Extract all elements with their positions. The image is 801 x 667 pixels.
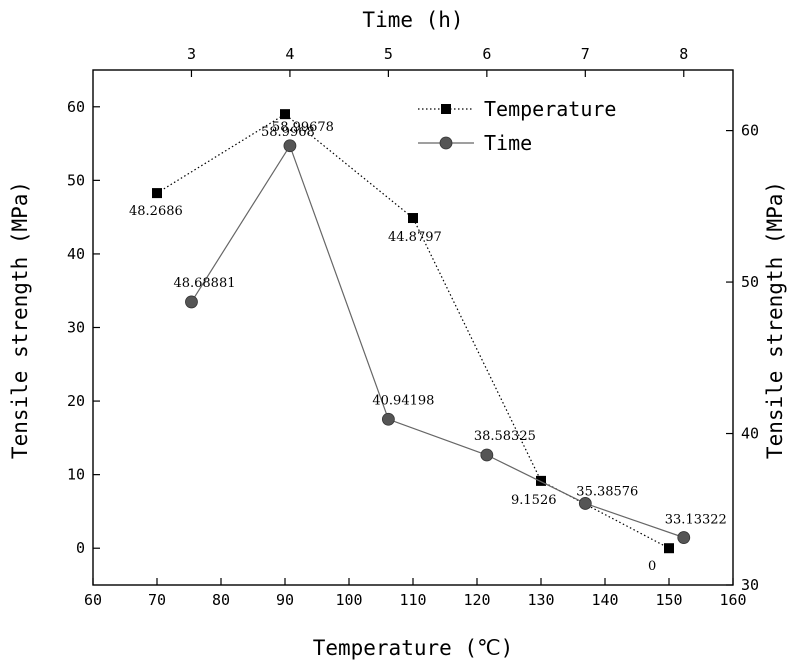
temperature-point-marker	[280, 109, 290, 119]
bottom-tick-label: 140	[591, 591, 618, 609]
legend-label-time: Time	[484, 131, 532, 155]
tick-layer: 6070809010011012013014015016034567801020…	[67, 45, 759, 609]
temperature-data-label: 0	[648, 559, 656, 574]
chart: 6070809010011012013014015016034567801020…	[0, 0, 801, 667]
bottom-tick-label: 120	[463, 591, 490, 609]
temperature-data-label: 48.2686	[129, 204, 183, 219]
legend: Temperature Time	[418, 97, 616, 155]
bottom-tick-label: 60	[84, 591, 102, 609]
left-tick-label: 20	[67, 392, 85, 410]
left-tick-label: 60	[67, 98, 85, 116]
legend-circle-icon	[440, 137, 452, 149]
time-data-label: 35.38576	[576, 484, 638, 499]
bottom-tick-label: 90	[276, 591, 294, 609]
top-tick-label: 3	[187, 45, 196, 63]
right-tick-label: 30	[741, 576, 759, 594]
axes-layer	[93, 70, 733, 585]
time-point-marker	[481, 449, 493, 461]
series-line-temperature	[157, 114, 669, 548]
data-label-layer: 48.268658.996844.87979.1526048.6888158.9…	[129, 120, 727, 574]
legend-square-icon	[441, 104, 451, 114]
temperature-point-marker	[536, 476, 546, 486]
right-axis-title: Tensile strength (MPa)	[763, 181, 787, 459]
bottom-tick-label: 110	[399, 591, 426, 609]
left-tick-label: 0	[76, 539, 85, 557]
series-line-time	[192, 146, 684, 538]
left-axis-title: Tensile strength (MPa)	[8, 181, 32, 459]
legend-label-temperature: Temperature	[484, 97, 616, 121]
temperature-data-label: 9.1526	[511, 493, 557, 508]
left-tick-label: 30	[67, 319, 85, 337]
top-tick-label: 4	[285, 45, 294, 63]
time-point-marker	[678, 532, 690, 544]
left-tick-label: 50	[67, 171, 85, 189]
time-data-label: 40.94198	[372, 393, 434, 408]
temperature-point-marker	[408, 213, 418, 223]
left-tick-label: 10	[67, 466, 85, 484]
bottom-tick-label: 80	[212, 591, 230, 609]
bottom-axis-title: Temperature (℃)	[313, 636, 514, 660]
top-tick-label: 7	[581, 45, 590, 63]
top-tick-label: 5	[384, 45, 393, 63]
temperature-point-marker	[152, 188, 162, 198]
right-tick-label: 40	[741, 425, 759, 443]
time-point-marker	[382, 413, 394, 425]
top-tick-label: 8	[679, 45, 688, 63]
bottom-tick-label: 150	[655, 591, 682, 609]
time-data-label: 38.58325	[474, 429, 536, 444]
time-point-marker	[284, 140, 296, 152]
time-data-label: 48.68881	[173, 276, 235, 291]
bottom-tick-label: 100	[335, 591, 362, 609]
temperature-data-label: 44.8797	[388, 230, 442, 245]
top-tick-label: 6	[482, 45, 491, 63]
time-data-label: 58.99678	[272, 120, 334, 135]
right-tick-label: 50	[741, 273, 759, 291]
time-data-label: 33.13322	[665, 513, 727, 528]
bottom-tick-label: 70	[148, 591, 166, 609]
left-tick-label: 40	[67, 245, 85, 263]
bottom-tick-label: 130	[527, 591, 554, 609]
temperature-point-marker	[664, 543, 674, 553]
plot-frame	[93, 70, 733, 585]
right-tick-label: 60	[741, 122, 759, 140]
top-axis-title: Time (h)	[362, 8, 463, 32]
time-point-marker	[185, 296, 197, 308]
